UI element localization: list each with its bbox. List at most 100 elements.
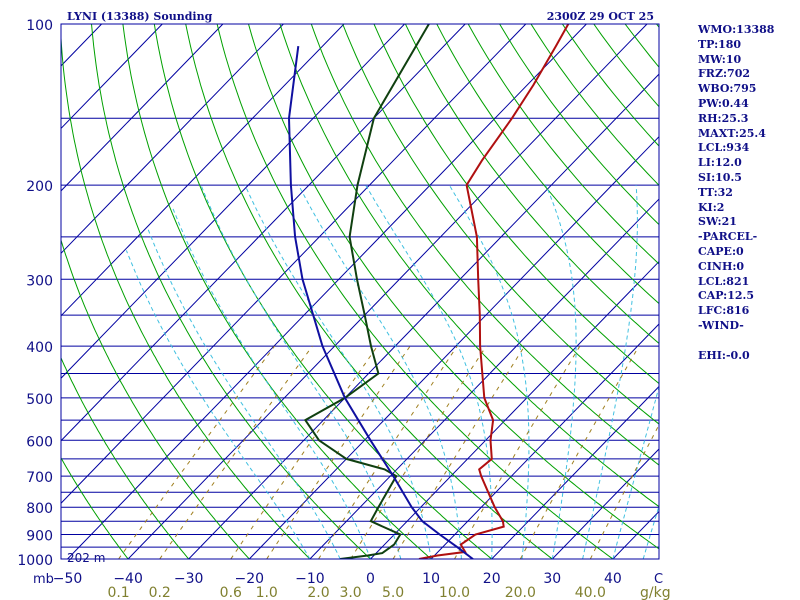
mixing-ratio-line	[159, 345, 313, 559]
dry-adiabat-line	[61, 238, 250, 559]
index-item: PW:0.44	[698, 96, 749, 110]
mixing-ratio-label: 2.0	[307, 585, 329, 600]
isotherm-line	[248, 135, 659, 559]
index-item: -PARCEL-	[698, 230, 758, 244]
dry-adiabat-line	[436, 24, 659, 305]
isotherm-line	[430, 323, 659, 559]
temperature-tick-label: −40	[113, 571, 143, 587]
surface-height-label: 202 m	[67, 551, 105, 565]
index-item: CAPE:0	[698, 244, 744, 258]
isotherm-line	[370, 260, 659, 559]
pressure-tick-label: 200	[26, 179, 53, 195]
pressure-tick-label: 800	[26, 501, 53, 517]
dry-adiabat-line	[279, 24, 659, 508]
pressure-tick-label: 900	[26, 529, 53, 545]
index-item: CAP:12.5	[698, 289, 755, 303]
dry-adiabat-line	[373, 24, 659, 385]
mixing-ratio-line	[454, 345, 581, 559]
isotherm-line	[61, 24, 284, 255]
temperature-tick-label: 20	[483, 571, 501, 587]
temperature-tick-label: −30	[174, 571, 204, 587]
index-item: LCL:821	[698, 274, 750, 288]
isotherm-line	[61, 24, 163, 130]
index-item: RH:25.3	[698, 111, 749, 125]
moist-adiabat-line	[448, 184, 530, 559]
index-item: TP:180	[698, 37, 742, 51]
moist-adiabat-line	[582, 185, 638, 559]
dry-adiabat-line	[216, 24, 614, 559]
dry-adiabat-line	[467, 24, 659, 265]
moist-adiabat-line	[244, 184, 432, 559]
isotherm-line	[61, 24, 405, 379]
isotherm-line	[61, 24, 527, 504]
index-item: LI:12.0	[698, 156, 742, 170]
mixing-ratio-label: 5.0	[382, 585, 404, 600]
chart-title: LYNI (13388) Sounding	[67, 10, 213, 23]
mixing-ratio-label: 1.0	[256, 585, 278, 600]
profiles	[287, 24, 570, 559]
dry-adiabat-line	[91, 24, 371, 559]
mixing-ratio-label: 40.0	[575, 585, 606, 600]
dry-adiabat-line	[185, 24, 553, 559]
pressure-tick-label: 300	[26, 273, 53, 289]
temperature-tick-label: 30	[543, 571, 561, 587]
temperature-tick-label: −50	[53, 571, 83, 587]
isotherm-line	[309, 198, 659, 559]
mixing-ratio-label: 0.6	[220, 585, 242, 600]
mixing-ratio-line	[519, 345, 640, 559]
mixing-ratio-line	[350, 345, 487, 559]
mixing-ratio-line	[230, 345, 378, 559]
dry-adiabat-line	[61, 356, 190, 559]
dry-adiabat-line	[153, 24, 493, 559]
index-item: TT:32	[698, 185, 733, 199]
dry-adiabat-line	[782, 24, 800, 559]
index-item	[698, 334, 774, 349]
mixing-ratio-line	[589, 423, 659, 559]
temperature-tick-label: −20	[235, 571, 265, 587]
moist-adiabat-line	[298, 184, 462, 559]
index-item: SW:21	[698, 215, 737, 229]
mixing-ratio-label: 3.0	[339, 585, 361, 600]
pressure-tick-label: 500	[26, 392, 53, 408]
dewpoint-profile	[303, 24, 430, 559]
isotherm-line	[491, 385, 659, 559]
temperature-profile	[418, 24, 570, 559]
moist-adiabat-line	[365, 184, 493, 559]
valid-time: 2300Z 29 OCT 25	[547, 10, 654, 23]
moist-adiabat-line	[125, 250, 311, 559]
temperature-tick-label: 10	[422, 571, 440, 587]
isotherm-line	[551, 448, 659, 559]
index-item: LCL:934	[698, 141, 750, 155]
index-item: SI:10.5	[698, 170, 742, 184]
pressure-unit-label: mb	[33, 572, 54, 587]
moist-adiabat-line	[545, 184, 577, 559]
mixing-ratio-label: 20.0	[505, 585, 536, 600]
isotherm-line	[61, 24, 466, 442]
mixing-ratio-unit: g/kg	[640, 585, 671, 600]
dry-adiabat-line	[404, 24, 659, 345]
moist-adiabat-line	[612, 385, 659, 559]
dry-adiabat-line	[61, 456, 129, 559]
isotherm-line	[67, 24, 587, 559]
pressure-tick-label: 1000	[17, 553, 53, 569]
index-item: WMO:13388	[698, 23, 775, 36]
index-item: CINH:0	[698, 259, 745, 273]
dry-adiabat-line	[248, 24, 659, 550]
index-item: -WIND-	[698, 318, 744, 332]
mixing-ratio-line	[266, 345, 411, 559]
dry-adiabat-line	[61, 29, 311, 559]
temperature-tick-label: 40	[604, 571, 622, 587]
temperature-tick-label: −10	[295, 571, 325, 587]
pressure-tick-label: 400	[26, 340, 53, 356]
grid-lines	[61, 24, 800, 559]
isotherm-line	[127, 24, 648, 559]
index-item: KI:2	[698, 200, 725, 214]
pressure-tick-label: 100	[26, 18, 53, 34]
isotherm-line	[188, 73, 659, 559]
plot-frame	[60, 23, 660, 560]
sounding-indices: WMO:13388 TP:180 MW:10 FRZ:702 WBO:795 PW:0.4…	[698, 23, 774, 363]
index-item: MW:10	[698, 52, 742, 66]
index-item: MAXT:25.4	[698, 126, 766, 140]
mixing-ratio-label: 0.2	[149, 585, 171, 600]
